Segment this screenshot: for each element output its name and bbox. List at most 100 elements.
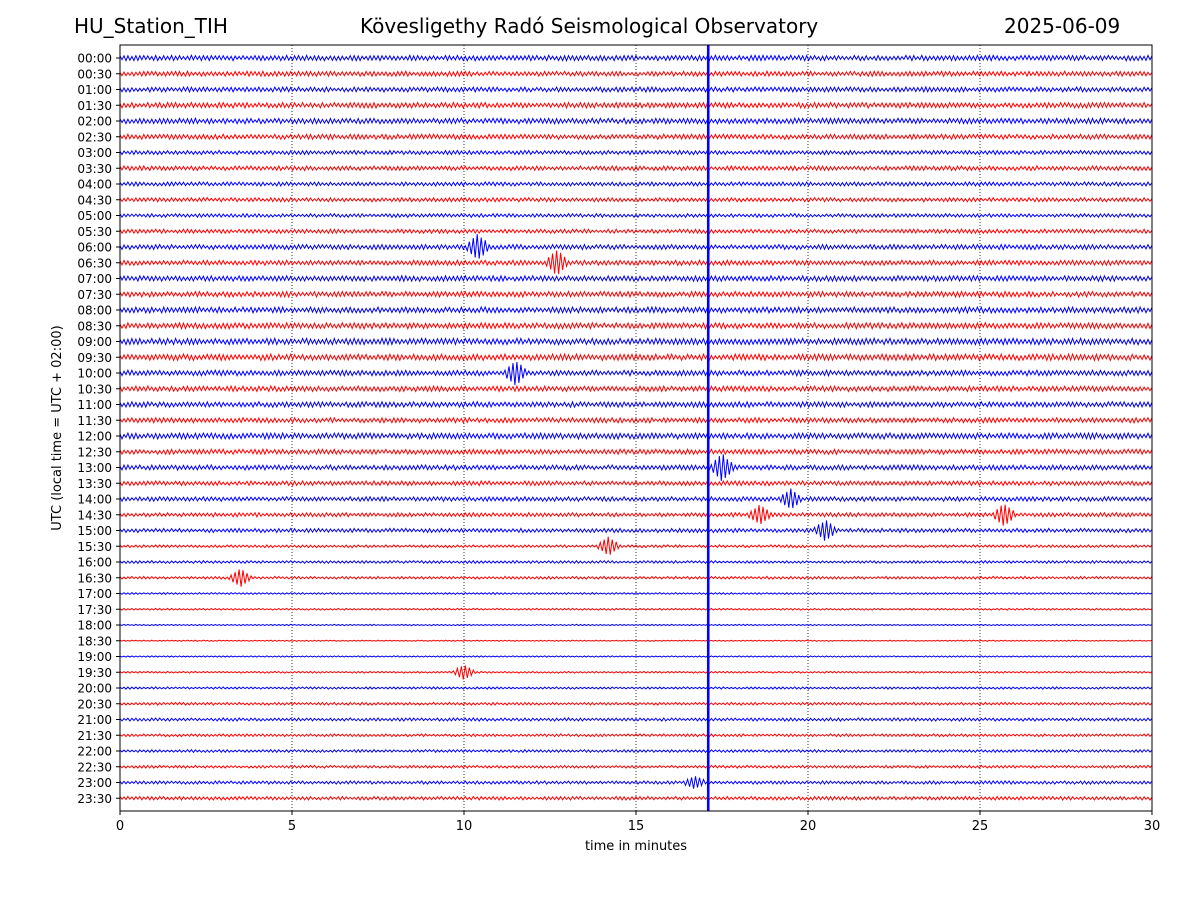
y-tick-label: 09:00 [77,335,112,349]
y-tick-label: 08:00 [77,304,112,318]
y-tick-label: 03:00 [77,146,112,160]
y-tick-label: 13:30 [77,477,112,491]
y-tick-label: 14:00 [77,493,112,507]
y-tick-label: 13:00 [77,461,112,475]
x-tick-label: 5 [288,819,296,834]
trace-1900 [119,655,1153,658]
y-tick-label: 20:30 [77,697,112,711]
y-tick-label: 19:00 [77,650,112,664]
grid-lines [291,45,981,811]
trace-1000 [119,361,1153,386]
trace-2200 [119,748,1153,754]
trace-0900 [119,336,1153,347]
y-tick-label: 08:30 [77,319,112,333]
y-tick-label: 21:30 [77,729,112,743]
y-tick-label: 22:00 [77,745,112,759]
y-tick-label: 10:30 [77,382,112,396]
x-axis-ticks: 0 5 10 15 20 25 30 [116,811,1160,834]
y-tick-label: 17:00 [77,587,112,601]
trace-0430 [119,196,1153,203]
trace-1130 [119,416,1153,425]
y-tick-label: 22:30 [77,760,112,774]
trace-0630 [119,250,1153,275]
y-tick-label: 07:00 [77,272,112,286]
x-tick-label: 20 [800,819,817,834]
y-tick-label: 18:00 [77,619,112,633]
trace-1630 [119,569,1153,587]
seismic-traces [119,53,1153,801]
trace-0100 [119,85,1153,94]
trace-2230 [119,764,1153,769]
y-tick-label: 06:30 [77,256,112,270]
trace-1430 [119,504,1153,526]
y-tick-label: 11:00 [77,398,112,412]
trace-1600 [119,559,1153,565]
y-tick-label: 23:00 [77,776,112,790]
y-tick-label: 14:30 [77,508,112,522]
y-tick-label: 02:00 [77,115,112,129]
trace-0800 [119,305,1153,315]
plot-date: 2025-06-09 [1004,14,1121,38]
trace-2130 [119,733,1153,738]
y-tick-label: 01:30 [77,99,112,113]
station-name: HU_Station_TIH [74,14,228,38]
trace-1200 [119,431,1153,441]
trace-0730 [119,290,1153,299]
trace-0600 [119,234,1153,259]
trace-2100 [119,717,1153,722]
x-tick-label: 30 [1144,819,1161,834]
trace-2300 [119,776,1153,789]
trace-2330 [119,795,1153,801]
trace-1300 [119,454,1153,482]
trace-0200 [119,116,1153,126]
trace-0400 [119,180,1153,188]
y-tick-label: 02:30 [77,130,112,144]
y-tick-label: 05:00 [77,209,112,223]
trace-1500 [119,520,1153,541]
y-tick-label: 04:00 [77,178,112,192]
x-tick-label: 15 [628,819,645,834]
y-tick-label: 03:30 [77,162,112,176]
y-tick-label: 09:30 [77,351,112,365]
trace-0500 [119,212,1153,219]
y-tick-label: 11:30 [77,414,112,428]
trace-1230 [119,448,1153,456]
y-tick-label: 19:30 [77,666,112,680]
y-tick-label: 20:00 [77,682,112,696]
trace-1400 [119,488,1153,509]
y-tick-label: 07:30 [77,288,112,302]
trace-0830 [119,321,1153,331]
y-tick-label: 05:30 [77,225,112,239]
y-tick-label: 00:30 [77,67,112,81]
y-tick-label: 12:00 [77,430,112,444]
trace-0230 [119,133,1153,141]
y-tick-label: 16:00 [77,556,112,570]
trace-1530 [119,536,1153,555]
y-tick-label: 17:30 [77,603,112,617]
trace-1700 [119,591,1153,596]
trace-1030 [119,384,1153,393]
y-tick-label: 21:00 [77,713,112,727]
y-tick-label: 00:00 [77,52,112,66]
x-tick-label: 0 [116,819,124,834]
y-tick-label: 15:00 [77,524,112,538]
y-tick-label: 10:00 [77,367,112,381]
y-tick-label: 18:30 [77,634,112,648]
y-axis-label: UTC (local time = UTC + 02:00) [50,325,65,530]
observatory-title: Kövesligethy Radó Seismological Observat… [360,14,819,38]
trace-1730 [119,607,1153,611]
trace-0300 [119,149,1153,156]
trace-0330 [119,164,1153,172]
trace-1930 [119,665,1153,680]
y-tick-label: 12:30 [77,445,112,459]
trace-1800 [119,623,1153,627]
y-tick-label: 16:30 [77,571,112,585]
trace-1830 [119,639,1153,642]
x-tick-label: 25 [972,819,989,834]
trace-2000 [119,686,1153,690]
trace-1330 [119,479,1153,487]
x-axis-label: time in minutes [585,839,687,854]
x-tick-label: 10 [456,819,473,834]
